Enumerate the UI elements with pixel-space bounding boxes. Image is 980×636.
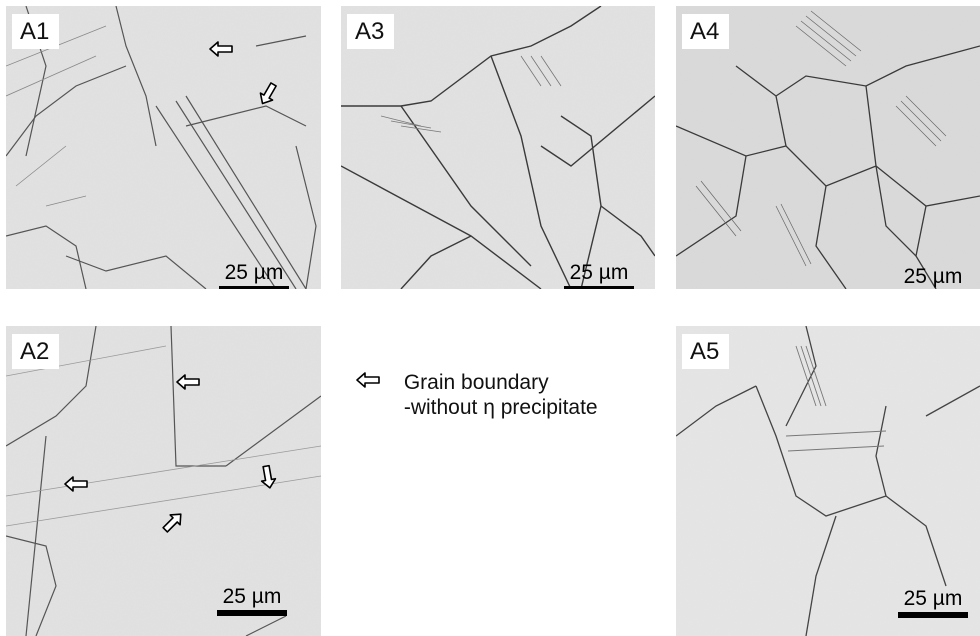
micrograph-panel-a4: A4 25 µm	[676, 6, 980, 289]
micrograph-a3-image	[341, 6, 655, 289]
scale-bar-a1: 25 µm	[219, 262, 289, 289]
scale-bar-a3: 25 µm	[564, 262, 634, 289]
legend-line-1: Grain boundary	[403, 371, 549, 394]
scale-bar-text: 25 µm	[903, 265, 963, 288]
legend: Grain boundary -without η precipitate	[356, 370, 598, 420]
hollow-arrow-left-icon	[356, 372, 380, 388]
panel-label-a2: A2	[12, 334, 60, 369]
scale-bar-text: 25 µm	[222, 585, 282, 608]
scale-bar-a2: 25 µm	[217, 586, 287, 616]
scale-bar-text: 25 µm	[569, 261, 629, 284]
micrograph-panel-a2: A2 25 µm	[6, 326, 321, 636]
scale-bar-line	[564, 286, 634, 289]
micrograph-panel-a5: A5 25 µm	[676, 326, 980, 636]
scale-bar-a4: 25 µm	[898, 266, 968, 289]
scale-bar-text: 25 µm	[224, 261, 284, 284]
micrograph-panel-a1: A1 25 µm	[6, 6, 321, 289]
scale-bar-text: 25 µm	[903, 587, 963, 610]
scale-bar-a5: 25 µm	[898, 588, 968, 618]
hollow-arrow-left-icon	[176, 374, 200, 390]
micrograph-a4-image	[676, 6, 980, 289]
micrograph-a1-image	[6, 6, 321, 289]
panel-label-a5: A5	[682, 334, 730, 369]
panel-label-a4: A4	[682, 14, 730, 49]
scale-bar-line	[898, 612, 968, 618]
micrograph-a5-image	[676, 326, 980, 636]
panel-label-a1: A1	[12, 14, 60, 49]
scale-bar-line	[219, 286, 289, 289]
legend-line-2: -without η precipitate	[403, 396, 598, 419]
legend-text: Grain boundary -without η precipitate	[404, 370, 598, 420]
scale-bar-line	[217, 610, 287, 616]
panel-label-a3: A3	[347, 14, 395, 49]
hollow-arrow-left-icon	[209, 41, 233, 57]
hollow-arrow-left-icon	[64, 476, 88, 492]
micrograph-panel-a3: A3 25 µm	[341, 6, 655, 289]
